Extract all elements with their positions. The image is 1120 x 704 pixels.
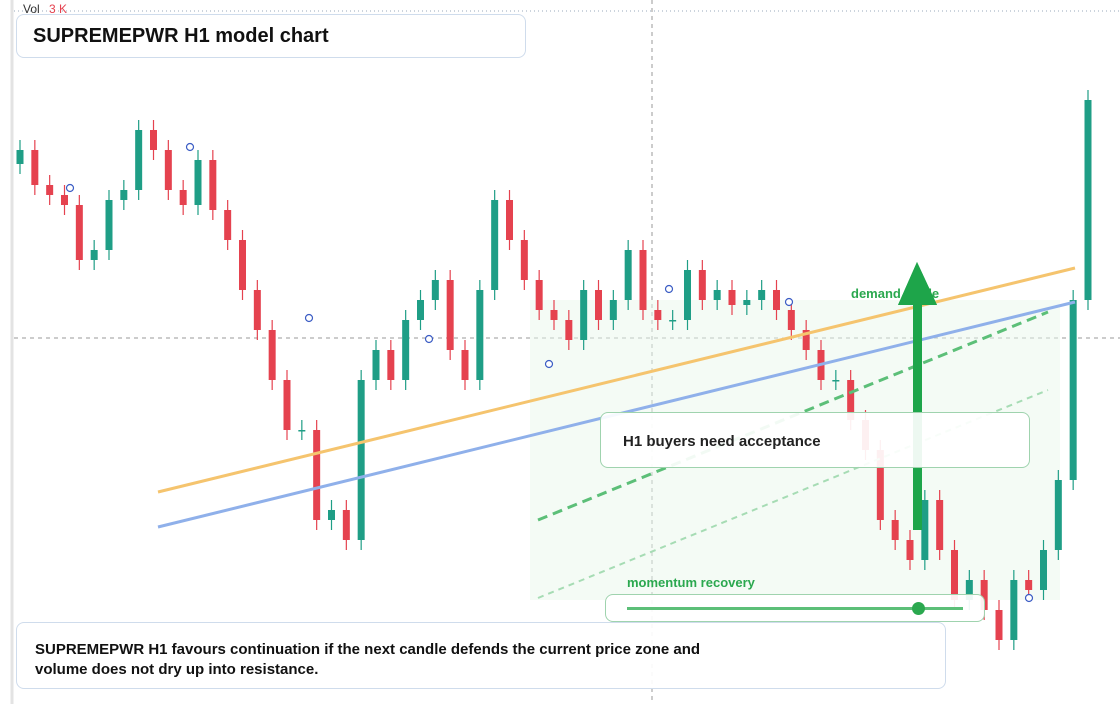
candle-body xyxy=(758,290,766,300)
candle-body xyxy=(743,300,751,305)
momentum-label: momentum recovery xyxy=(627,575,755,590)
candle-body xyxy=(135,130,143,190)
candle-body xyxy=(1084,100,1092,300)
candle-body xyxy=(298,430,306,432)
candle-body xyxy=(120,190,128,200)
candle-body xyxy=(921,500,929,560)
candle-body xyxy=(75,205,83,260)
candle-body xyxy=(253,290,261,330)
candle-body xyxy=(90,250,98,260)
candle-body xyxy=(431,280,439,300)
candle-body xyxy=(876,450,884,520)
candle-body xyxy=(906,540,914,560)
candle-body xyxy=(328,510,335,520)
candle-body xyxy=(832,380,840,382)
candle-body xyxy=(224,210,232,240)
candle-body xyxy=(951,550,958,600)
candle-body xyxy=(1069,300,1077,480)
title: SUPREMEPWR H1 model chart xyxy=(33,25,329,47)
candle-body xyxy=(387,350,395,380)
candle-body xyxy=(268,330,276,380)
vol-value: 3 K xyxy=(49,2,67,16)
vol-label: Vol xyxy=(23,2,40,16)
candle-body xyxy=(847,380,855,420)
momentum-slider[interactable] xyxy=(605,594,985,622)
title-box: SUPREMEPWR H1 model chart xyxy=(16,14,526,58)
candle-body xyxy=(491,200,499,290)
candles xyxy=(16,90,1092,650)
candle-body xyxy=(402,320,410,380)
acceptance-box: H1 buyers need acceptance xyxy=(600,412,1030,468)
candle-body xyxy=(802,330,810,350)
candle-body xyxy=(1025,580,1033,590)
candle-body xyxy=(283,380,291,430)
candle-body xyxy=(609,300,617,320)
candle-body xyxy=(476,290,484,380)
summary-box: SUPREMEPWR H1 favours continuation if th… xyxy=(16,622,946,689)
candle-body xyxy=(179,190,187,205)
candle-body xyxy=(520,240,528,280)
candle-body xyxy=(565,320,573,340)
candle-body xyxy=(936,500,944,550)
candle-body xyxy=(342,510,350,540)
summary-line: SUPREMEPWR H1 favours continuation if th… xyxy=(35,641,701,658)
candle-body xyxy=(787,310,795,330)
candle-body xyxy=(150,130,157,150)
candle-body xyxy=(357,380,365,540)
candle-body xyxy=(209,160,217,210)
candle-body xyxy=(1010,580,1018,640)
candle-body xyxy=(624,250,632,300)
candle-body xyxy=(995,610,1003,640)
candle-body xyxy=(698,270,706,300)
candle-body xyxy=(1040,550,1047,590)
candle-body xyxy=(194,160,202,205)
candle-body xyxy=(684,270,691,320)
candle-body xyxy=(31,150,39,185)
candle-body xyxy=(891,520,899,540)
candle-body xyxy=(773,290,780,310)
candle-body xyxy=(417,300,424,320)
candle-body xyxy=(669,320,677,322)
candle-body xyxy=(728,290,736,305)
candle-body xyxy=(506,200,513,240)
candle-body xyxy=(372,350,380,380)
candle-body xyxy=(580,290,588,340)
candle-body xyxy=(1054,480,1062,550)
acceptance-note: H1 buyers need acceptance xyxy=(623,433,821,450)
candle-body xyxy=(16,150,24,164)
candle-body xyxy=(980,580,988,610)
candle-body xyxy=(239,240,246,290)
candle-body xyxy=(461,350,469,380)
candle-body xyxy=(46,185,54,195)
candle-body xyxy=(713,290,721,300)
candle-body xyxy=(61,195,68,205)
candle-body xyxy=(550,310,558,320)
candle-body xyxy=(105,200,113,250)
candle-body xyxy=(164,150,172,190)
candle-body xyxy=(965,580,973,600)
candle-body xyxy=(654,310,662,320)
summary-line: volume does not dry up into resistance. xyxy=(35,661,319,678)
candle-body xyxy=(446,280,454,350)
candle-body xyxy=(313,430,321,520)
candle-body xyxy=(639,250,647,310)
candle-body xyxy=(535,280,543,310)
candle-body xyxy=(595,290,602,320)
